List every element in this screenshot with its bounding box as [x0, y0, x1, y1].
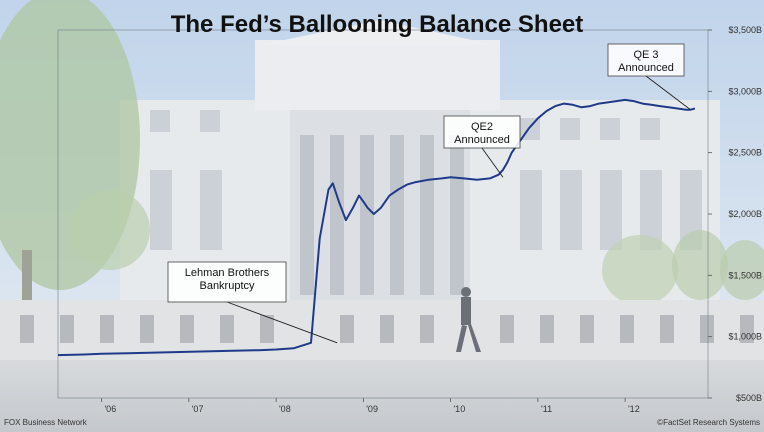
x-tick-label: '10	[453, 404, 465, 414]
annotation-box	[167, 261, 287, 303]
annotation-layer: Lehman BrothersBankruptcyQE2AnnouncedQE …	[167, 43, 691, 344]
x-tick-label: '08	[279, 404, 291, 414]
annotation-box	[443, 115, 521, 149]
y-tick-label: $1,000B	[728, 332, 762, 342]
annotation-text: QE 3	[633, 49, 658, 61]
x-tick-label: '06	[104, 404, 116, 414]
x-tick-label: '11	[541, 404, 552, 414]
y-tick-label: $3,000B	[728, 86, 762, 96]
annotation-leader	[645, 75, 691, 111]
annotation-text: Announced	[618, 62, 674, 74]
y-tick-label: $1,500B	[728, 270, 762, 280]
x-tick-label: '09	[366, 404, 378, 414]
series-layer	[57, 98, 696, 357]
x-tick-label: '07	[192, 404, 204, 414]
x-tick-label: '12	[628, 404, 640, 414]
annotation-leader	[226, 301, 338, 344]
annotation-text: QE2	[471, 121, 493, 133]
y-tick-label: $2,500B	[728, 148, 762, 158]
annotation-box	[607, 43, 685, 77]
x-axis: '06 '07 '08 '09 '10 '11 '12	[101, 398, 640, 414]
series-line	[57, 98, 696, 357]
annotation-text: Bankruptcy	[199, 280, 255, 292]
source-right: ©FactSet Research Systems	[657, 418, 760, 427]
y-axis: $500B $1,000B $1,500B $2,000B $2,500B $3,000B…	[708, 25, 762, 403]
annotation-text: Announced	[454, 134, 510, 146]
source-left: FOX Business Network	[4, 418, 88, 427]
chart-title: The Fed’s Ballooning Balance Sheet	[171, 11, 584, 38]
y-tick-label: $2,000B	[728, 209, 762, 219]
y-tick-label: $500B	[736, 393, 762, 403]
annotation-leader	[481, 147, 504, 178]
y-tick-label: $3,500B	[728, 25, 762, 35]
annotation-text: Lehman Brothers	[185, 267, 270, 279]
